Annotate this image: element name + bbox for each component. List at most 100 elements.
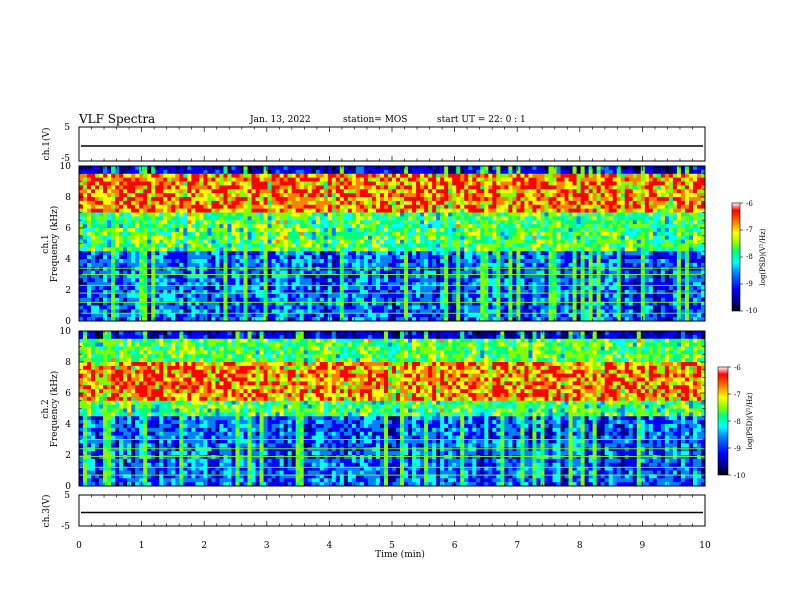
spectrogram-cell — [347, 286, 353, 291]
spectrogram-cell — [544, 282, 549, 287]
spectrogram-cell — [548, 212, 553, 217]
spectrogram-cell — [339, 228, 345, 233]
spectrogram-cell — [464, 251, 469, 256]
spectrogram-cell — [131, 220, 136, 225]
spectrogram-cell — [387, 181, 393, 186]
spectrogram-cell — [484, 290, 489, 295]
spectrogram-cell — [564, 216, 569, 221]
spectrogram-cell — [303, 220, 309, 225]
spectrogram-cell — [291, 243, 296, 248]
spectrogram-cell — [175, 247, 180, 252]
spectrogram-cell — [143, 228, 148, 233]
spectrogram-cell — [367, 185, 373, 190]
spectrogram-cell — [520, 200, 525, 206]
spectrogram-cell — [331, 166, 337, 171]
spectrogram-cell — [532, 185, 537, 190]
spectrogram-cell — [103, 212, 108, 217]
spectrogram-cell — [536, 231, 541, 237]
spectrogram-cell — [311, 189, 317, 194]
spectrogram-cell — [103, 305, 108, 310]
spectrogram-cell — [387, 228, 393, 233]
spectrogram-cell — [135, 212, 140, 217]
spectrogram-cell — [452, 212, 457, 217]
spectrogram-cell — [347, 208, 353, 213]
spectrogram-cell — [207, 251, 212, 256]
spectrogram-cell — [83, 278, 88, 283]
spectrogram-cell — [195, 193, 200, 198]
spectrogram-cell — [444, 216, 449, 221]
spectrogram-cell — [400, 309, 405, 314]
spectrogram-cell — [163, 313, 168, 318]
spectrogram-cell — [319, 235, 325, 240]
spectrogram-cell — [259, 297, 264, 302]
spectrogram-cell — [151, 309, 156, 314]
spectrogram-cell — [508, 290, 513, 295]
spectrogram-cell — [552, 216, 557, 221]
spectrogram-cell — [159, 212, 164, 217]
spectrogram-cell — [420, 247, 425, 252]
spectrogram-cell — [187, 185, 192, 190]
spectrogram-cell — [367, 297, 373, 302]
spectrogram-cell — [504, 228, 509, 233]
spectrogram-cell — [163, 193, 168, 198]
spectrogram-cell — [287, 177, 292, 182]
spectrogram-cell — [416, 251, 421, 256]
spectrogram-cell — [488, 243, 493, 248]
spectrogram-cell — [287, 301, 292, 306]
spectrogram-cell — [267, 286, 272, 291]
spectrogram-cell — [203, 251, 208, 256]
spectrogram-cell — [379, 282, 385, 287]
spectrogram-cell — [335, 228, 341, 233]
spectrogram-cell — [219, 297, 224, 302]
spectrogram-cell — [540, 251, 545, 256]
spectrogram-cell — [436, 197, 441, 202]
spectrogram-cell — [476, 208, 481, 213]
spectrogram-cell — [287, 189, 292, 194]
spectrogram-cell — [424, 278, 429, 283]
spectrogram-cell — [171, 212, 176, 217]
spectrogram-cell — [123, 197, 128, 202]
spectrogram-cell — [412, 166, 417, 171]
spectrogram-cell — [468, 282, 473, 287]
spectrogram-cell — [163, 189, 168, 194]
spectrogram-cell — [528, 259, 533, 264]
spectrogram-cell — [243, 193, 248, 198]
spectrogram-cell — [548, 200, 553, 206]
spectrogram-cell — [143, 200, 148, 206]
spectrogram-cell — [255, 317, 260, 322]
spectrogram-cell — [492, 208, 497, 213]
spectrogram-cell — [175, 169, 180, 175]
spectrogram-cell — [155, 169, 160, 175]
spectrogram-cell — [512, 216, 517, 221]
spectrogram-cell — [347, 313, 353, 318]
spectrogram-cell — [135, 208, 140, 213]
spectrogram-cell — [508, 266, 513, 271]
spectrogram-cell — [187, 235, 192, 240]
spectrogram-cell — [504, 313, 509, 318]
spectrogram-cell — [420, 278, 425, 283]
spectrogram-cell — [231, 317, 236, 322]
spectrogram-cell — [500, 185, 505, 190]
spectrogram-cell — [428, 251, 433, 256]
spectrogram-cell — [103, 274, 108, 279]
spectrogram-cell — [255, 282, 260, 287]
spectrogram-cell — [207, 243, 212, 248]
spectrogram-cell — [223, 204, 228, 209]
spectrogram-cell — [355, 301, 361, 306]
spectrogram-cell — [552, 177, 557, 182]
spectrogram-cell — [363, 216, 369, 221]
spectrogram-cell — [428, 247, 433, 252]
spectrogram-cell — [367, 169, 373, 175]
spectrogram-cell — [387, 293, 393, 299]
spectrogram-cell — [211, 274, 216, 279]
spectrogram-cell — [187, 231, 192, 237]
spectrogram-cell — [243, 243, 248, 248]
spectrogram-cell — [420, 228, 425, 233]
spectrogram-cell — [331, 293, 337, 299]
spectrogram-cell — [239, 239, 244, 244]
spectrogram-cell — [460, 266, 465, 271]
spectrogram-cell — [400, 301, 405, 306]
spectrogram-cell — [259, 305, 264, 310]
spectrogram-cell — [556, 166, 561, 171]
spectrogram-cell — [396, 266, 401, 271]
